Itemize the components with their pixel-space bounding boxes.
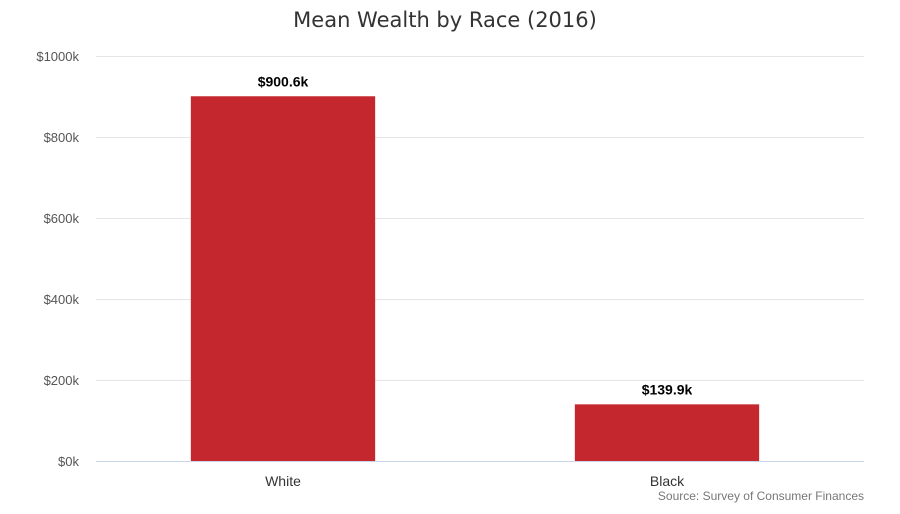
data-label-black: $139.9k [642, 381, 693, 397]
data-labels: $900.6k $139.9k [258, 73, 693, 397]
y-tick-label: $800k [44, 130, 80, 145]
y-tick-label: $0k [58, 454, 79, 469]
category-label-white: White [265, 473, 301, 489]
bar-black [574, 404, 760, 461]
y-tick-label: $1000k [36, 49, 79, 64]
bar-white [190, 96, 376, 462]
y-tick-label: $200k [44, 373, 80, 388]
source-note: Source: Survey of Consumer Finances [658, 489, 864, 503]
data-label-white: $900.6k [258, 73, 309, 89]
y-tick-label: $400k [44, 292, 80, 307]
y-tick-label: $600k [44, 211, 80, 226]
x-axis-category-labels: White Black [265, 473, 685, 489]
bars [190, 96, 760, 462]
chart-title: Mean Wealth by Race (2016) [293, 8, 597, 32]
category-label-black: Black [650, 473, 685, 489]
y-axis-tick-labels: $0k $200k $400k $600k $800k $1000k [36, 49, 79, 469]
